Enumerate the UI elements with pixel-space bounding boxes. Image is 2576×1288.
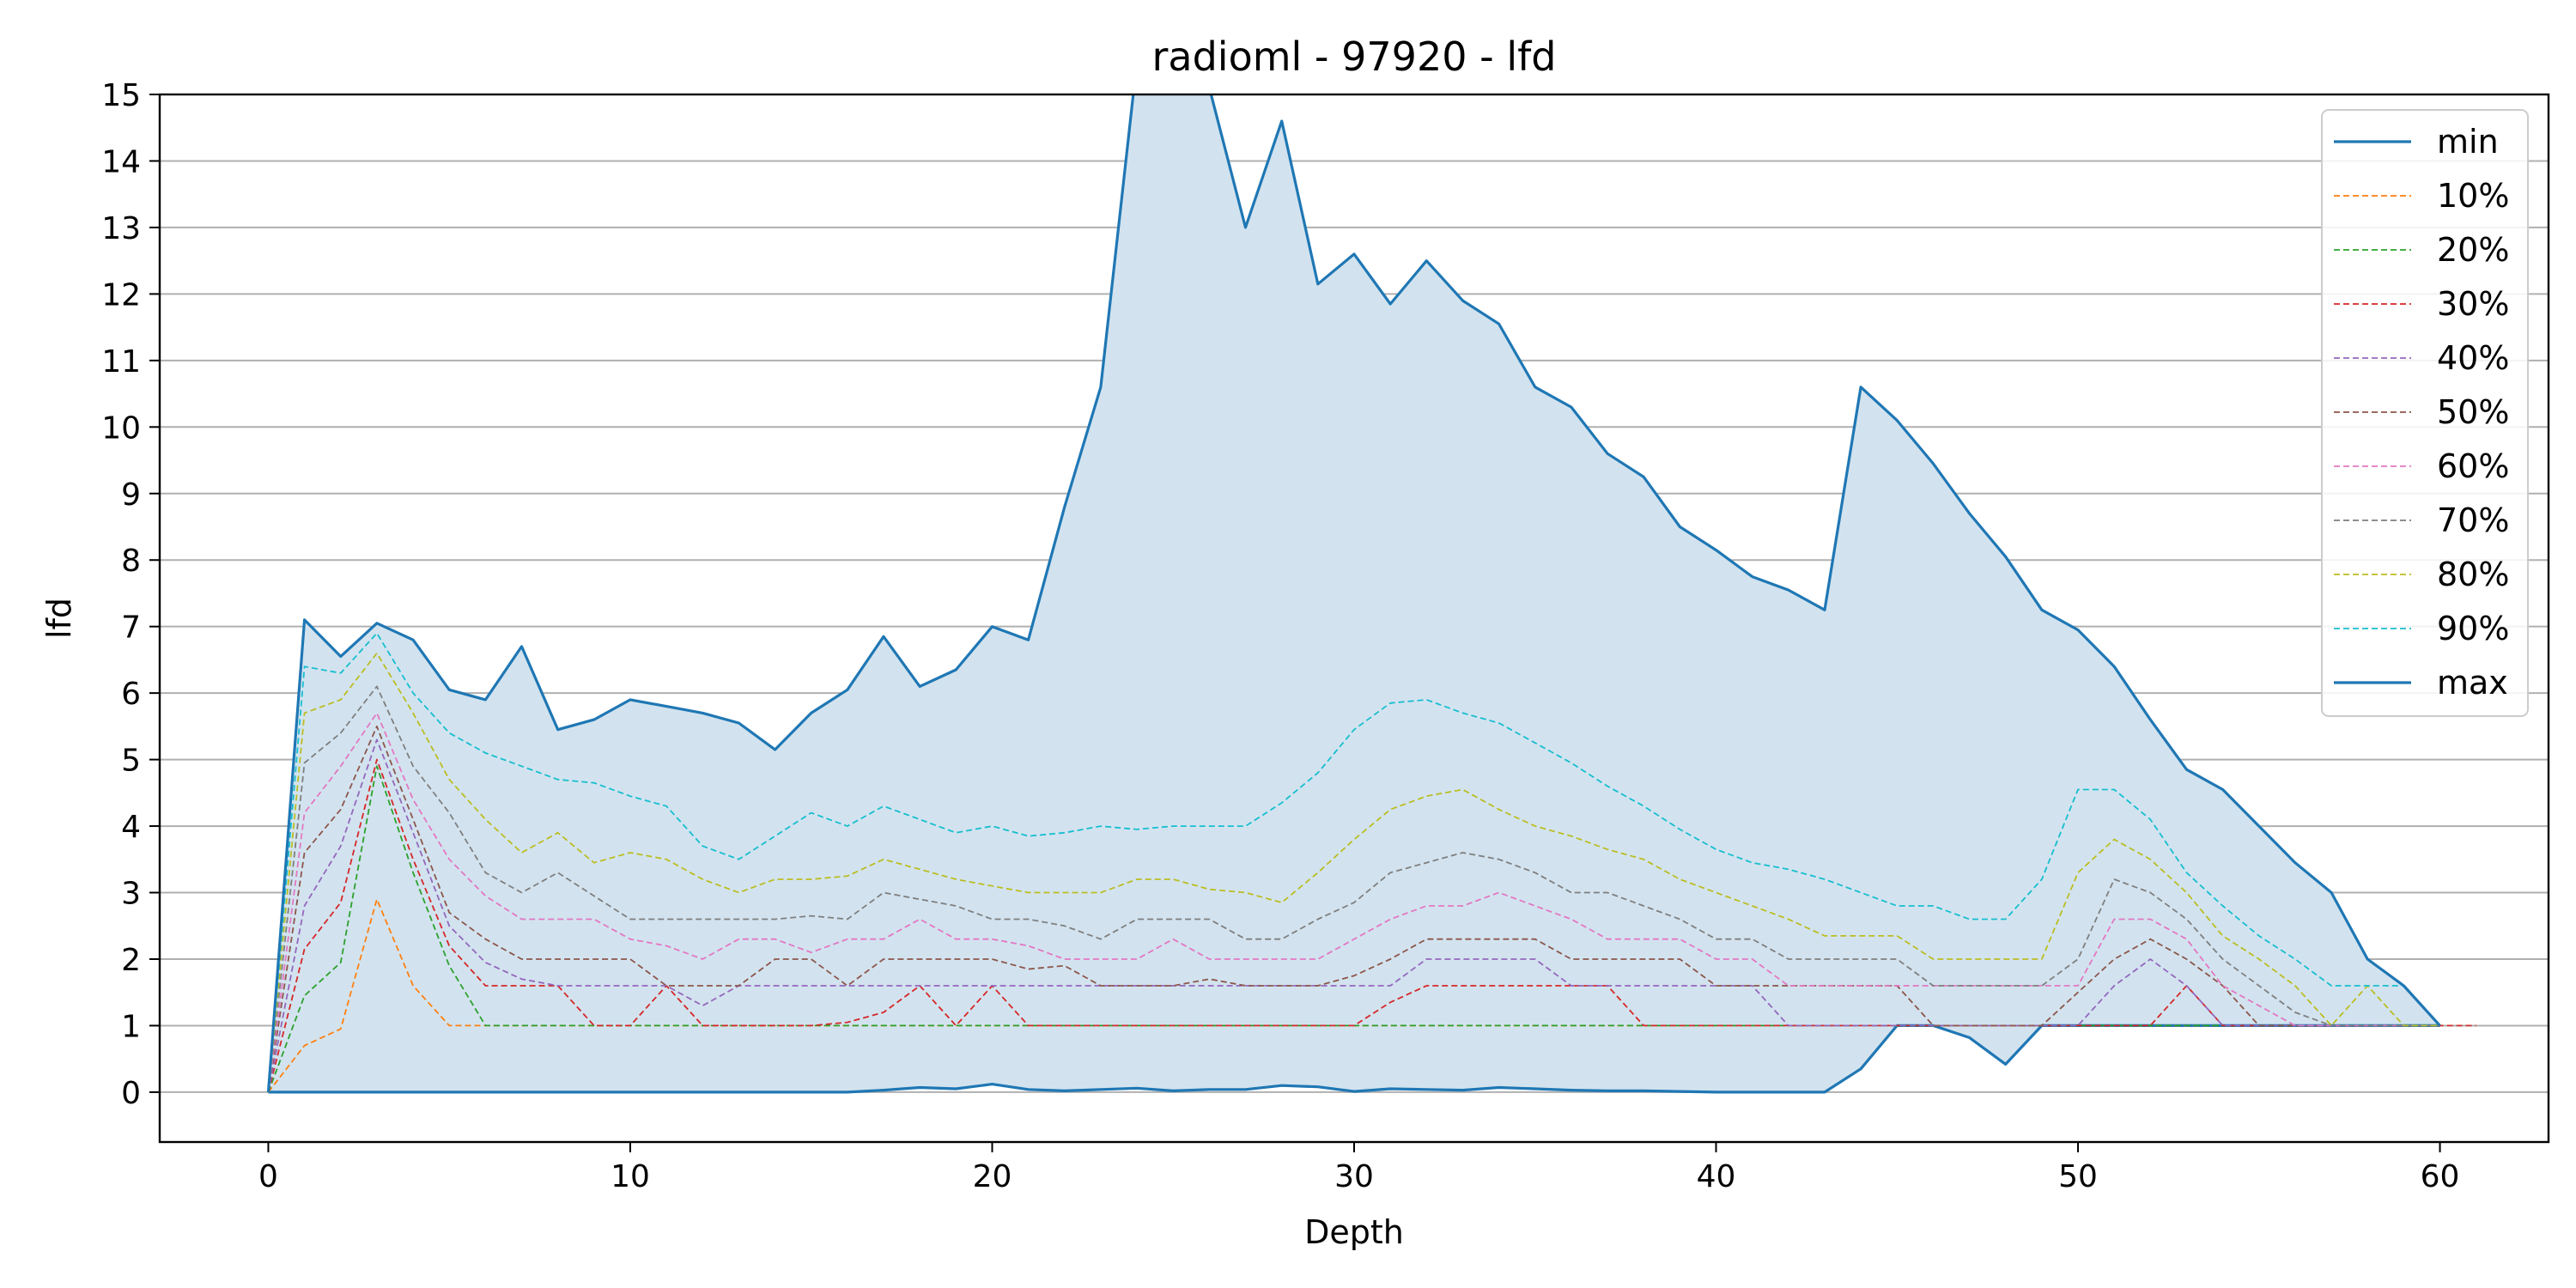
series-line-max: [266, 94, 2441, 1093]
legend-label-80pct: 80%: [2437, 556, 2509, 593]
x-tick-label-20: 20: [973, 1159, 1012, 1194]
series-line-30pct: [267, 758, 2476, 1093]
legend-label-90pct: 90%: [2437, 610, 2509, 647]
y-tick-label-1: 1: [121, 1009, 141, 1044]
x-tick-label-60: 60: [2421, 1159, 2460, 1194]
series-line-70pct: [267, 685, 2440, 1092]
x-axis-ticks: 0 10 20 30 40 50 60: [258, 1142, 2459, 1194]
y-tick-label-7: 7: [121, 611, 141, 646]
legend-label-max: max: [2437, 664, 2508, 702]
x-tick-label-50: 50: [2058, 1159, 2098, 1194]
series-line-90pct: [267, 632, 2441, 1092]
y-tick-label-6: 6: [121, 677, 141, 712]
legend-label-30pct: 30%: [2437, 285, 2509, 323]
y-tick-label-5: 5: [121, 744, 141, 779]
y-tick-label-12: 12: [101, 277, 141, 313]
legend-label-min: min: [2437, 123, 2499, 161]
y-tick-label-11: 11: [101, 344, 141, 380]
x-tick-label-10: 10: [611, 1159, 650, 1194]
y-tick-label-13: 13: [101, 211, 141, 246]
y-tick-label-10: 10: [101, 410, 141, 446]
series-line-60pct: [267, 712, 2440, 1093]
y-axis-title: lfd: [40, 598, 78, 639]
chart-title: radioml - 97920 - lfd: [1151, 33, 1556, 80]
y-tick-label-9: 9: [121, 477, 141, 513]
legend: min 10% 20% 30% 40% 50% 60% 70% 80% 90% max: [2321, 109, 2529, 717]
x-tick-label-30: 30: [1334, 1159, 1374, 1194]
series-line-80pct: [267, 652, 2440, 1092]
y-tick-label-2: 2: [121, 943, 141, 978]
y-tick-label-4: 4: [121, 810, 141, 845]
legend-label-70pct: 70%: [2437, 501, 2509, 539]
series-line-50pct: [267, 726, 2440, 1093]
legend-label-60pct: 60%: [2437, 447, 2509, 485]
legend-label-50pct: 50%: [2437, 393, 2509, 431]
series-lines: [266, 94, 2476, 1094]
y-tick-label-3: 3: [121, 877, 141, 912]
series-line-40pct: [267, 738, 2440, 1093]
x-tick-label-40: 40: [1697, 1159, 1736, 1194]
legend-entries: min 10% 20% 30% 40% 50% 60% 70% 80% 90% max: [2334, 123, 2509, 702]
y-tick-label-0: 0: [121, 1076, 141, 1111]
x-axis-title: Depth: [1304, 1213, 1404, 1251]
legend-box: [2321, 109, 2529, 717]
y-tick-label-15: 15: [101, 78, 141, 113]
legend-label-40pct: 40%: [2437, 339, 2509, 377]
plot-area: [266, 94, 2476, 1094]
y-tick-label-8: 8: [121, 544, 141, 579]
min-max-range-fill: [268, 94, 2440, 1092]
x-tick-label-0: 0: [258, 1159, 278, 1194]
y-tick-label-14: 14: [101, 144, 141, 179]
legend-label-10pct: 10%: [2437, 177, 2509, 215]
legend-label-20pct: 20%: [2437, 231, 2509, 269]
